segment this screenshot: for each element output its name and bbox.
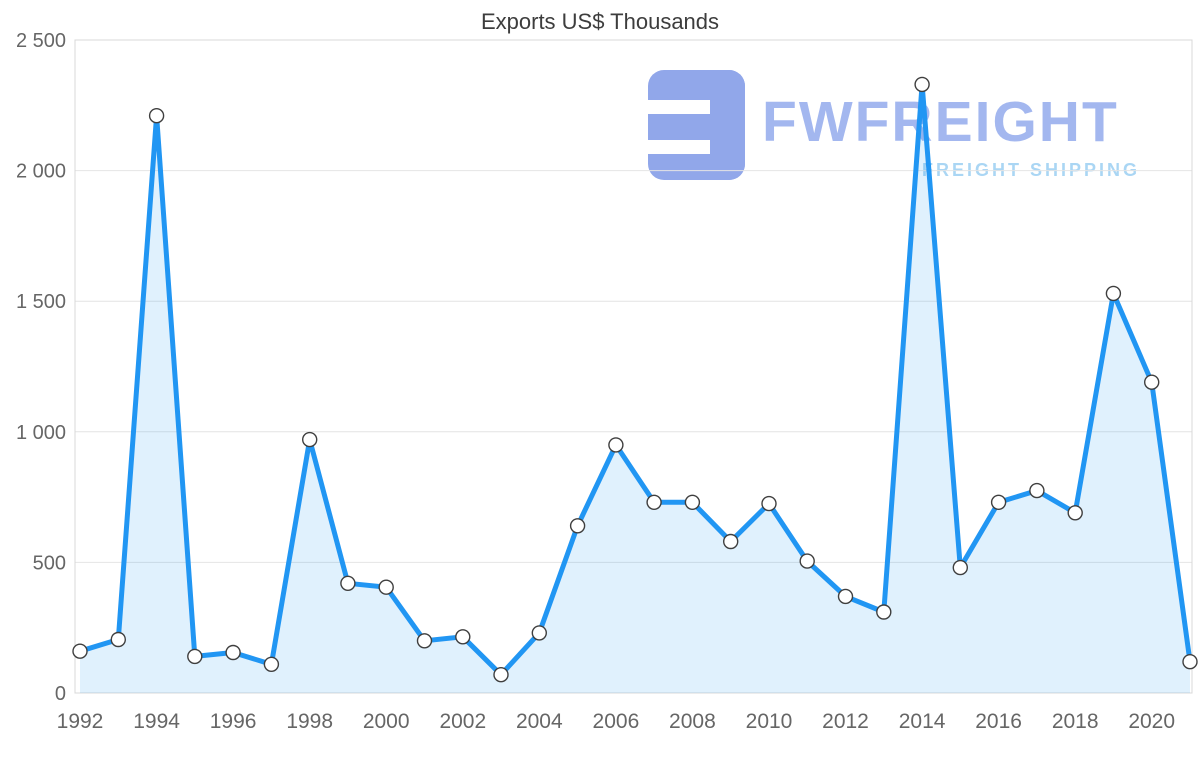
chart-title: Exports US$ Thousands [480,9,720,34]
svg-text:1996: 1996 [210,710,257,733]
svg-text:1994: 1994 [133,710,180,733]
svg-text:2 500: 2 500 [16,30,66,52]
svg-text:2012: 2012 [822,710,869,733]
svg-text:500: 500 [33,552,66,574]
svg-text:1992: 1992 [57,710,104,733]
svg-text:1 500: 1 500 [16,291,66,313]
svg-text:2010: 2010 [746,710,793,733]
svg-text:2008: 2008 [669,710,716,733]
svg-text:1 000: 1 000 [16,422,66,444]
svg-text:2018: 2018 [1052,710,1099,733]
svg-text:2006: 2006 [593,710,640,733]
svg-text:2000: 2000 [363,710,410,733]
watermark-brand-text: FWFREIGHT [762,90,1119,154]
svg-text:2014: 2014 [899,710,946,733]
svg-text:2004: 2004 [516,710,563,733]
watermark-subtitle-text: FREIGHT SHIPPING [921,160,1140,180]
svg-text:2 000: 2 000 [16,161,66,183]
svg-text:2016: 2016 [975,710,1022,733]
svg-text:2020: 2020 [1128,710,1175,733]
fwfreight-logo-icon [648,70,745,180]
svg-text:2002: 2002 [439,710,486,733]
svg-text:0: 0 [55,683,66,705]
svg-text:1998: 1998 [286,710,333,733]
watermark: FWFREIGHT FREIGHT SHIPPING [648,68,1148,183]
